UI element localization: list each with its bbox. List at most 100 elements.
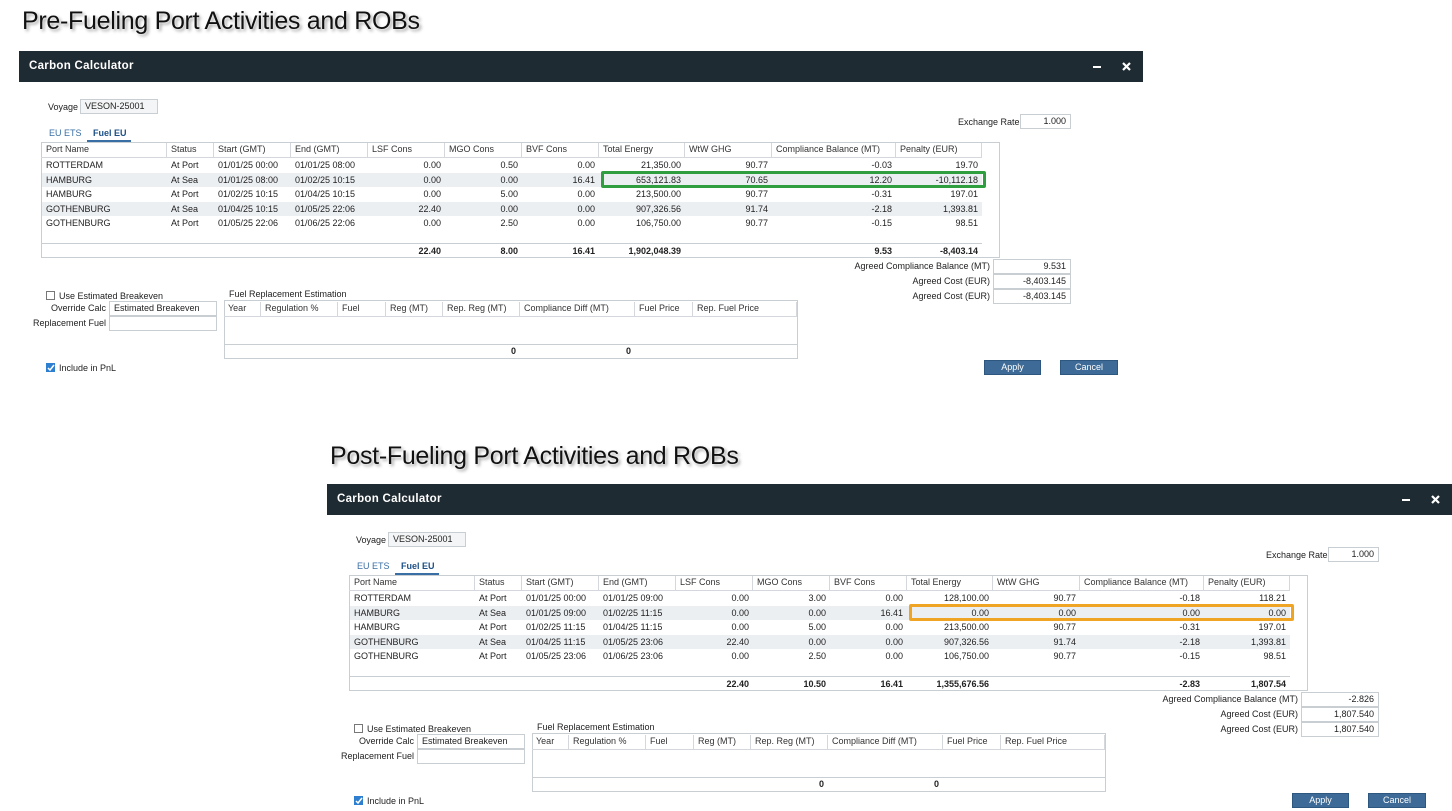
- column-header: WtW GHG: [993, 576, 1080, 590]
- table-cell: 22.40: [726, 636, 749, 647]
- tab[interactable]: EU ETS: [357, 561, 390, 571]
- agreed-input[interactable]: -2.826: [1301, 692, 1379, 707]
- table-cell: 106,750.00: [635, 218, 681, 228]
- checkbox-checked[interactable]: [46, 363, 55, 372]
- total-cell: 16.41: [572, 246, 595, 256]
- fr-column-header: Fuel Price: [635, 302, 693, 316]
- column-header: Compliance Balance (MT): [772, 143, 896, 157]
- checkbox-label: Use Estimated Breakeven: [59, 291, 164, 301]
- table-cell: 12.20: [869, 174, 892, 185]
- column-header: Penalty (EUR): [1204, 576, 1290, 590]
- column-header: Penalty (EUR): [896, 143, 982, 157]
- fr-header-line: [224, 316, 797, 317]
- window-title: Carbon Calculator: [337, 493, 442, 505]
- table-cell: 0.00: [971, 607, 989, 618]
- table-cell: 0.00: [1058, 607, 1076, 618]
- agreed-label: Agreed Cost (EUR): [1220, 709, 1298, 719]
- table-cell: -0.03: [871, 160, 892, 170]
- voyage-input[interactable]: VESON-25001: [388, 532, 466, 547]
- column-header: Start (GMT): [214, 143, 291, 157]
- table-cell: -0.31: [871, 189, 892, 199]
- cancel-button[interactable]: Cancel: [1368, 793, 1426, 808]
- row-shade: [350, 634, 1290, 649]
- table-cell: 0.00: [808, 636, 826, 647]
- minimize-button[interactable]: [1402, 499, 1410, 501]
- cancel-button[interactable]: Cancel: [1060, 360, 1118, 375]
- table-cell: 653,121.83: [635, 174, 681, 185]
- table-cell: -0.31: [1179, 622, 1200, 632]
- table-cell: 22.40: [418, 203, 441, 214]
- apply-button[interactable]: Apply: [984, 360, 1041, 375]
- table-cell: 01/05/25 22:06: [218, 218, 279, 228]
- total-cell: -8,403.14: [939, 246, 978, 256]
- override-calc-input[interactable]: Estimated Breakeven: [109, 301, 217, 316]
- table-cell: 0.00: [423, 160, 441, 170]
- override-calc-label: Override Calc: [358, 736, 414, 746]
- table-cell: -2.18: [871, 203, 892, 214]
- table-cell: 2.50: [808, 651, 826, 661]
- row-shade: [42, 201, 982, 216]
- tab-active[interactable]: Fuel EU: [87, 126, 131, 142]
- fr-total-cell: 0: [933, 779, 939, 789]
- replacement-fuel-label: Replacement Fuel: [32, 318, 106, 328]
- replacement-fuel-input[interactable]: [417, 749, 525, 764]
- table-cell: 0.00: [885, 593, 903, 603]
- table-cell: 0.00: [577, 218, 595, 228]
- table-cell: HAMBURG: [46, 174, 93, 185]
- checkbox-checked[interactable]: [354, 796, 363, 805]
- table-cell: 0.00: [1182, 607, 1200, 618]
- header-line: [41, 157, 982, 158]
- close-button[interactable]: [1122, 62, 1131, 71]
- tab-active[interactable]: Fuel EU: [395, 559, 439, 575]
- agreed-label: Agreed Compliance Balance (MT): [854, 261, 990, 271]
- table-cell: 01/04/25 11:15: [603, 622, 663, 632]
- data-table: [349, 575, 1308, 691]
- agreed-input[interactable]: 1,807.540: [1301, 707, 1379, 722]
- fr-column-header: Reg (MT): [694, 735, 751, 749]
- row-shade: [350, 605, 1290, 620]
- table-cell: 01/02/25 11:15: [603, 607, 663, 618]
- column-header: Port Name: [42, 143, 167, 157]
- voyage-input[interactable]: VESON-25001: [80, 99, 158, 114]
- exchange-rate-input[interactable]: 1.000: [1328, 547, 1379, 562]
- table-cell: GOTHENBURG: [46, 203, 111, 214]
- table-cell: 0.00: [423, 218, 441, 228]
- table-cell: 1,393.81: [942, 203, 978, 214]
- table-cell: At Port: [171, 189, 199, 199]
- exchange-rate-label: Exchange Rate: [1266, 550, 1328, 560]
- close-icon: [1431, 495, 1440, 504]
- total-cell: 22.40: [418, 246, 441, 256]
- override-calc-input[interactable]: Estimated Breakeven: [417, 734, 525, 749]
- replacement-fuel-input[interactable]: [109, 316, 217, 331]
- exchange-rate-input[interactable]: 1.000: [1020, 114, 1071, 129]
- table-cell: GOTHENBURG: [46, 218, 111, 228]
- table-cell: 0.00: [500, 174, 518, 185]
- column-header: Compliance Balance (MT): [1080, 576, 1204, 590]
- minimize-button[interactable]: [1093, 66, 1101, 68]
- table-cell: 90.77: [745, 218, 768, 228]
- agreed-input[interactable]: 9.531: [993, 259, 1071, 274]
- table-cell: 0.50: [500, 160, 518, 170]
- agreed-input[interactable]: -8,403.145: [993, 289, 1071, 304]
- agreed-input[interactable]: 1,807.540: [1301, 722, 1379, 737]
- section-heading: Pre-Fueling Port Activities and ROBs: [22, 7, 420, 35]
- voyage-label: Voyage: [356, 535, 387, 545]
- checkbox[interactable]: [46, 291, 55, 300]
- table-cell: 01/05/25 22:06: [295, 203, 356, 214]
- fr-column-header: Rep. Fuel Price: [693, 302, 797, 316]
- close-button[interactable]: [1431, 495, 1440, 504]
- fr-column-header: Regulation %: [261, 302, 338, 316]
- agreed-label: Agreed Compliance Balance (MT): [1162, 694, 1298, 704]
- tab[interactable]: EU ETS: [49, 128, 82, 138]
- apply-button[interactable]: Apply: [1292, 793, 1349, 808]
- total-cell: 8.00: [500, 246, 518, 256]
- title-bar: Carbon Calculator: [19, 51, 1143, 82]
- column-header: MGO Cons: [753, 576, 830, 590]
- check-icon: [47, 364, 55, 372]
- fr-totals-line: [532, 777, 1105, 778]
- column-header: End (GMT): [599, 576, 676, 590]
- checkbox-label: Use Estimated Breakeven: [367, 724, 472, 734]
- agreed-input[interactable]: -8,403.145: [993, 274, 1071, 289]
- checkbox[interactable]: [354, 724, 363, 733]
- totals-line: [349, 676, 1290, 677]
